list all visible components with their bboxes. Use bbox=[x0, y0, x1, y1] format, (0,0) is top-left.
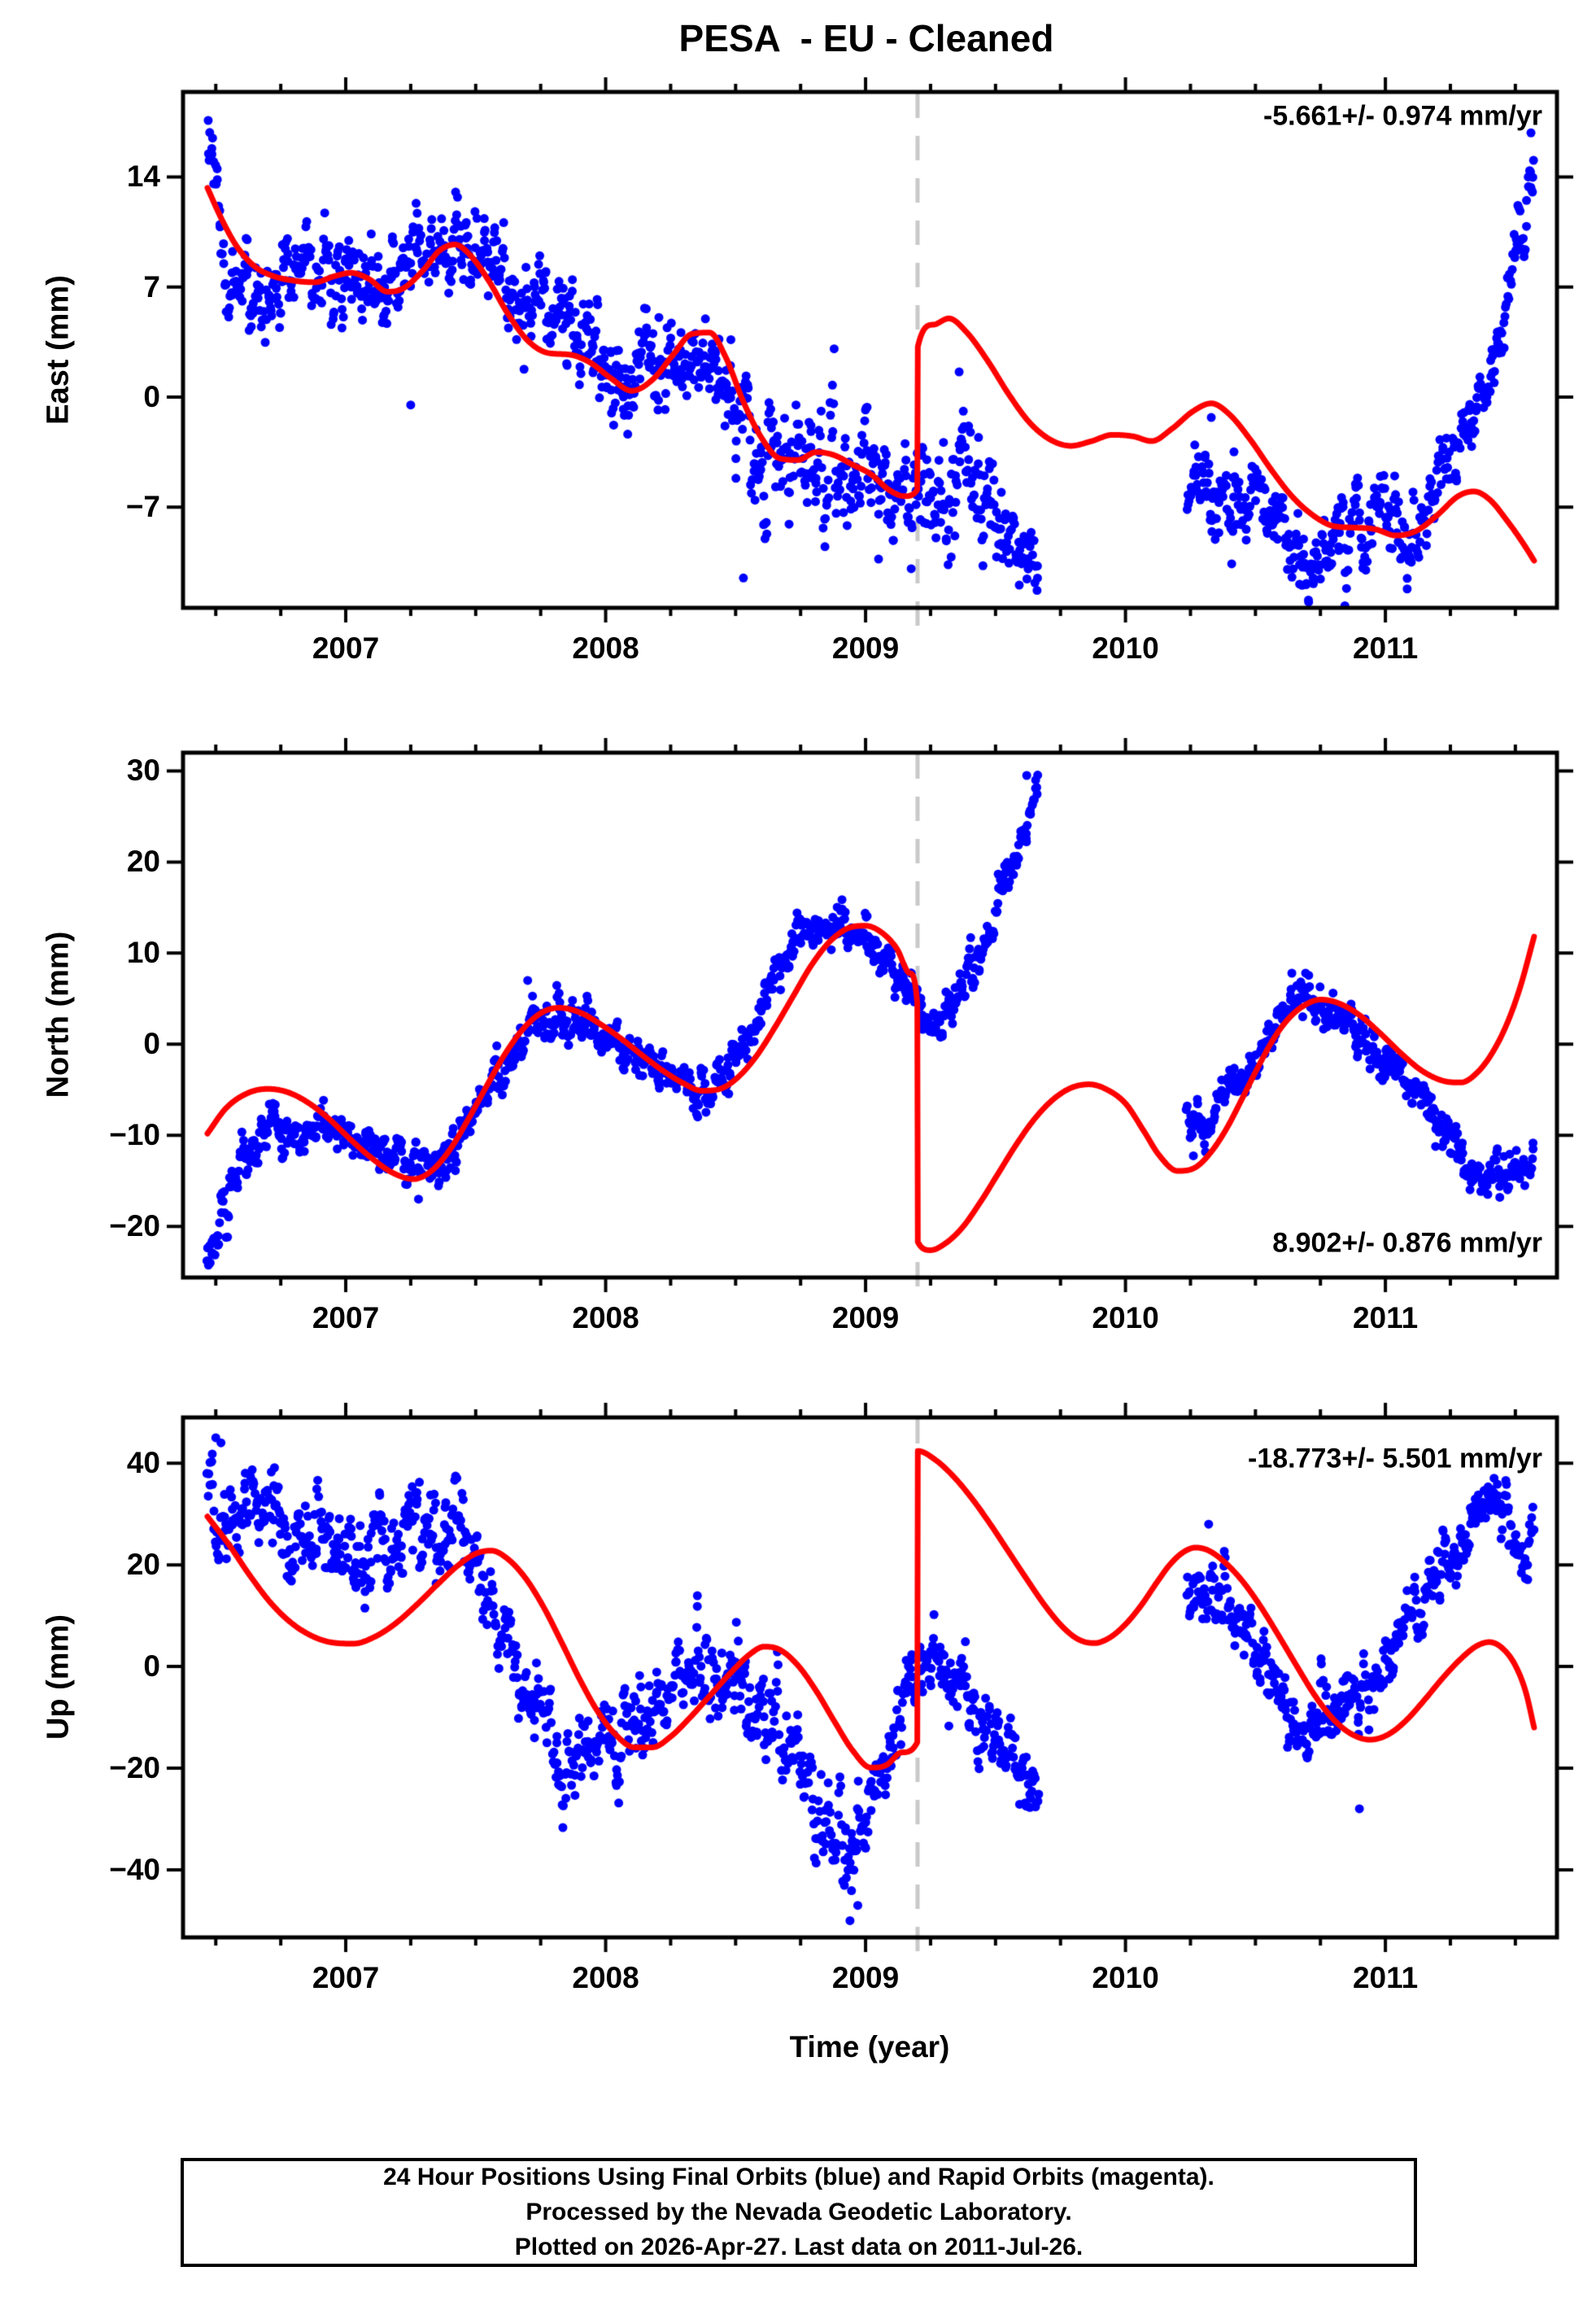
x-tick-label: 2010 bbox=[1092, 1961, 1159, 1994]
x-tick-label: 2008 bbox=[572, 1961, 639, 1994]
x-tick-label: 2007 bbox=[312, 1301, 380, 1334]
x-tick-label: 2011 bbox=[1352, 631, 1419, 665]
x-tick-label: 2009 bbox=[831, 1961, 900, 1994]
y-tick-label: 0 bbox=[143, 1027, 160, 1061]
y-tick-label: 40 bbox=[126, 1446, 160, 1480]
up-axis-label: Up (mm) bbox=[41, 1614, 76, 1740]
y-tick-label: 20 bbox=[126, 845, 160, 879]
up-rate-annotation: -18.773+/- 5.501 mm/yr bbox=[1248, 1443, 1542, 1474]
north-axis-label: North (mm) bbox=[41, 931, 76, 1098]
y-tick-label: 20 bbox=[126, 1548, 160, 1582]
time-axis-label: Time (year) bbox=[789, 2030, 950, 2064]
x-tick-label: 2010 bbox=[1092, 631, 1159, 665]
east-axis-label: East (mm) bbox=[41, 275, 76, 425]
x-tick-label: 2008 bbox=[572, 1301, 639, 1334]
page-title: PESA - EU - Cleaned bbox=[678, 17, 1054, 59]
x-tick-label: 2011 bbox=[1352, 1301, 1419, 1334]
y-tick-label: −20 bbox=[109, 1750, 160, 1784]
y-tick-label: −7 bbox=[125, 490, 160, 524]
y-tick-label: −20 bbox=[109, 1209, 160, 1243]
caption-line-2: Processed by the Nevada Geodetic Laborat… bbox=[525, 2199, 1072, 2225]
caption-line-3: Plotted on 2026-Apr-27. Last data on 201… bbox=[514, 2234, 1084, 2260]
x-tick-label: 2010 bbox=[1092, 1301, 1159, 1334]
y-tick-label: −10 bbox=[109, 1118, 160, 1152]
y-tick-label: −40 bbox=[109, 1852, 160, 1886]
x-tick-label: 2007 bbox=[312, 1961, 380, 1994]
y-tick-label: 0 bbox=[143, 1649, 160, 1684]
y-tick-label: 10 bbox=[126, 936, 160, 970]
x-tick-label: 2011 bbox=[1352, 1961, 1419, 1994]
y-tick-label: 0 bbox=[143, 379, 160, 413]
north-rate-annotation: 8.902+/- 0.876 mm/yr bbox=[1272, 1227, 1542, 1259]
y-tick-label: 30 bbox=[126, 753, 160, 788]
x-tick-label: 2008 bbox=[572, 631, 639, 665]
y-tick-label: 14 bbox=[126, 159, 160, 194]
caption-line-1: 24 Hour Positions Using Final Orbits (bl… bbox=[383, 2164, 1214, 2190]
caption-box: 24 Hour Positions Using Final Orbits (bl… bbox=[181, 2158, 1417, 2267]
y-tick-label: 7 bbox=[143, 269, 160, 304]
x-tick-label: 2009 bbox=[831, 1301, 900, 1334]
east-rate-annotation: -5.661+/- 0.974 mm/yr bbox=[1262, 100, 1542, 132]
x-tick-label: 2009 bbox=[831, 631, 900, 665]
x-tick-label: 2007 bbox=[312, 631, 380, 665]
